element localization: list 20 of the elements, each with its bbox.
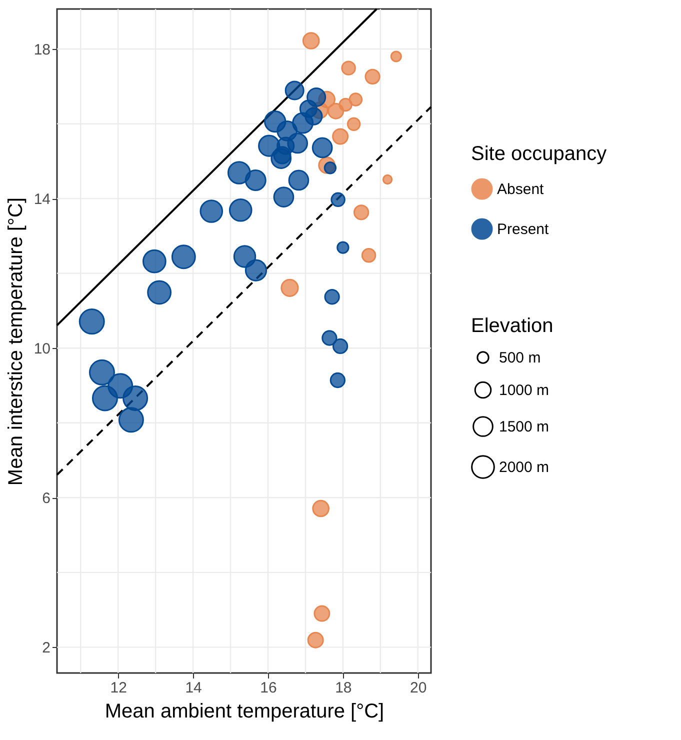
legend-label: 500 m [499, 350, 541, 366]
x-tick-label: 14 [185, 680, 202, 696]
y-tick-label: 10 [34, 340, 50, 358]
y-tick-label: 6 [42, 490, 50, 508]
y-tick-label: 18 [34, 42, 50, 59]
x-tick-label: 20 [410, 680, 427, 696]
x-tick-label: 16 [260, 680, 277, 696]
x-axis-title: Mean ambient temperature [°C] [104, 700, 384, 722]
y-tick-label: 14 [34, 191, 50, 208]
text: Elevation [471, 315, 554, 337]
legend-label: 2000 m [499, 459, 550, 476]
legend-label: 1500 m [499, 418, 550, 436]
legend-label: 1000 m [499, 382, 550, 399]
legend-label: Present [497, 221, 550, 238]
y-axis-title: Mean interstice temperature [°C] [4, 197, 27, 486]
x-tick-label: 12 [110, 680, 127, 696]
text: Site occupancy [471, 143, 607, 165]
x-tick-label: 18 [335, 680, 352, 696]
legend-label: Absent [497, 181, 545, 198]
y-tick-label: 2 [42, 640, 50, 657]
